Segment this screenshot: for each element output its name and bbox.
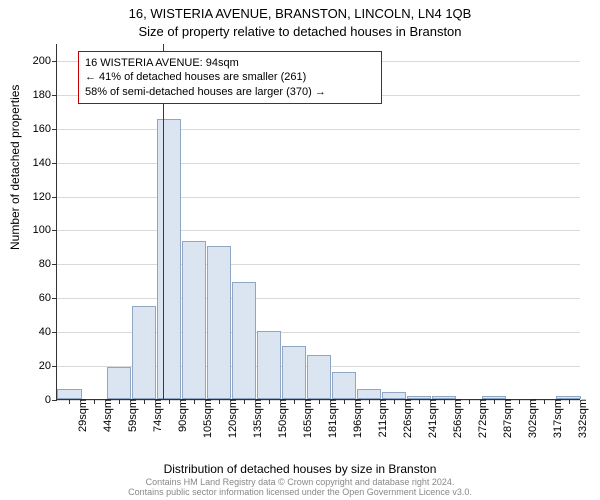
x-tick-label: 29sqm	[73, 399, 89, 432]
x-tick	[344, 399, 345, 404]
x-tick-label: 135sqm	[248, 399, 264, 438]
x-tick	[194, 399, 195, 404]
x-tick	[244, 399, 245, 404]
x-tick-label: 211sqm	[373, 399, 389, 437]
x-tick	[269, 399, 270, 404]
histogram-bar	[57, 389, 81, 399]
y-tick-label: 120	[33, 191, 57, 203]
histogram-bar	[132, 306, 156, 399]
x-tick-label: 74sqm	[148, 399, 164, 432]
credit-text: Contains HM Land Registry data © Crown c…	[0, 478, 600, 498]
y-tick-label: 160	[33, 123, 57, 135]
x-tick	[519, 399, 520, 404]
x-tick-label: 226sqm	[398, 399, 414, 438]
x-tick-label: 302sqm	[523, 399, 539, 438]
y-tick-label: 140	[33, 157, 57, 169]
x-tick	[544, 399, 545, 404]
x-tick-label: 317sqm	[548, 399, 564, 438]
credit-line-2: Contains public sector information licen…	[128, 487, 472, 497]
y-tick-label: 40	[39, 326, 57, 338]
credit-line-1: Contains HM Land Registry data © Crown c…	[146, 477, 455, 487]
gridline	[57, 264, 580, 265]
gridline	[57, 197, 580, 198]
x-tick	[394, 399, 395, 404]
gridline	[57, 230, 580, 231]
histogram-bar	[307, 355, 331, 399]
y-tick-label: 20	[39, 360, 57, 372]
y-axis-label: Number of detached properties	[8, 85, 22, 250]
annotation-line: ← 41% of detached houses are smaller (26…	[85, 70, 375, 84]
y-tick-label: 180	[33, 89, 57, 101]
x-tick	[219, 399, 220, 404]
histogram-bar	[157, 119, 181, 399]
x-tick	[494, 399, 495, 404]
x-tick	[169, 399, 170, 404]
histogram-bar	[382, 392, 406, 399]
x-tick-label: 90sqm	[173, 399, 189, 432]
x-axis-label: Distribution of detached houses by size …	[0, 462, 600, 476]
x-tick-label: 150sqm	[273, 399, 289, 438]
x-tick	[319, 399, 320, 404]
chart-subtitle: Size of property relative to detached ho…	[0, 24, 600, 39]
histogram-bar	[107, 367, 131, 399]
x-tick-label: 332sqm	[573, 399, 589, 438]
x-tick-label: 105sqm	[198, 399, 214, 438]
histogram-bar	[182, 241, 206, 399]
annotation-line: 16 WISTERIA AVENUE: 94sqm	[85, 56, 375, 70]
histogram-bar	[232, 282, 256, 399]
y-tick-label: 100	[33, 224, 57, 236]
gridline	[57, 129, 580, 130]
histogram-bar	[357, 389, 381, 399]
x-tick	[294, 399, 295, 404]
x-tick	[144, 399, 145, 404]
x-tick	[94, 399, 95, 404]
y-tick-label: 0	[45, 394, 57, 406]
x-tick-label: 44sqm	[98, 399, 114, 432]
x-tick	[69, 399, 70, 404]
x-tick-label: 196sqm	[348, 399, 364, 438]
histogram-bar	[207, 246, 231, 399]
x-tick	[444, 399, 445, 404]
x-tick	[369, 399, 370, 404]
y-tick-label: 80	[39, 258, 57, 270]
x-tick-label: 59sqm	[123, 399, 139, 432]
y-tick-label: 60	[39, 292, 57, 304]
x-tick	[469, 399, 470, 404]
gridline	[57, 163, 580, 164]
property-size-chart: 16, WISTERIA AVENUE, BRANSTON, LINCOLN, …	[0, 0, 600, 500]
x-tick-label: 272sqm	[473, 399, 489, 438]
histogram-bar	[282, 346, 306, 399]
histogram-bar	[257, 331, 281, 399]
annotation-line: 58% of semi-detached houses are larger (…	[85, 85, 375, 99]
x-tick-label: 256sqm	[448, 399, 464, 438]
x-tick	[419, 399, 420, 404]
x-tick	[569, 399, 570, 404]
x-tick-label: 120sqm	[223, 399, 239, 438]
chart-title: 16, WISTERIA AVENUE, BRANSTON, LINCOLN, …	[0, 6, 600, 21]
histogram-bar	[332, 372, 356, 399]
gridline	[57, 298, 580, 299]
x-tick-label: 181sqm	[323, 399, 339, 438]
plot-area: 02040608010012014016018020029sqm44sqm59s…	[56, 44, 580, 400]
x-tick-label: 165sqm	[298, 399, 314, 438]
plot-area-wrapper: 02040608010012014016018020029sqm44sqm59s…	[56, 44, 580, 400]
x-tick-label: 241sqm	[423, 399, 439, 438]
y-tick-label: 200	[33, 55, 57, 67]
x-tick	[119, 399, 120, 404]
annotation-box: 16 WISTERIA AVENUE: 94sqm← 41% of detach…	[78, 51, 382, 104]
x-tick-label: 287sqm	[498, 399, 514, 438]
